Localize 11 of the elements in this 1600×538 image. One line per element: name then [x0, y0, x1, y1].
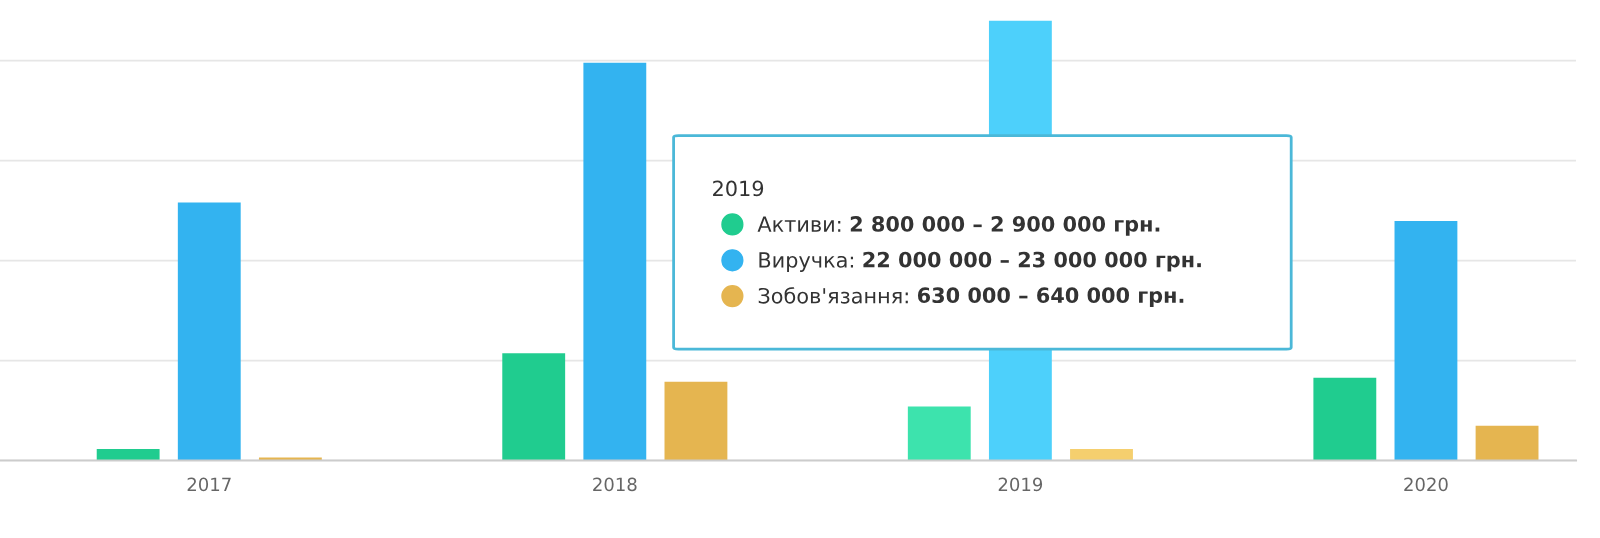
x-tick-label: 2018 [593, 477, 637, 492]
legend-label: Активи: [757, 216, 841, 232]
legend-label: Виручка: [759, 252, 854, 272]
x-tick-label: 2019 [998, 477, 1043, 492]
legend-title: 2019 [713, 180, 764, 197]
x-tick-label: 2020 [1404, 477, 1448, 492]
annotation: 630 000 – 640 000 грн. [917, 287, 1184, 308]
annotation: 2 800 000 – 2 900 000 грн. [850, 216, 1160, 236]
legend-label: Зобов'язання: [758, 287, 908, 304]
x-tick-label: 2017 [187, 477, 231, 492]
annotation: 22 000 000 – 23 000 000 грн. [863, 251, 1201, 272]
